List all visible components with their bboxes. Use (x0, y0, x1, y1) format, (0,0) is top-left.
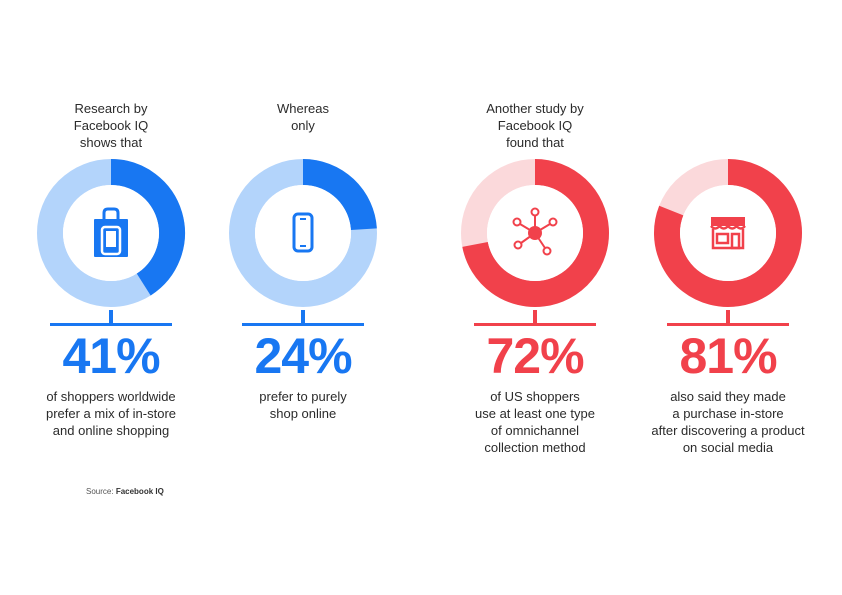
storefront-icon (690, 195, 766, 271)
donut-value-arc (302, 159, 377, 231)
stat-description: of shoppers worldwide prefer a mix of in… (45, 389, 177, 438)
stat-percentage: 24% (254, 328, 352, 384)
stat-intro: Another study by Facebook IQ found that (486, 101, 584, 150)
donut-chart (460, 158, 610, 308)
source-name: Facebook IQ (115, 487, 164, 496)
connector-bar (667, 323, 789, 326)
source-note: Source: Facebook IQ (86, 487, 164, 496)
donut-center (255, 185, 351, 281)
connector-bar (242, 323, 364, 326)
donut-value-arc (654, 159, 802, 307)
stat-intro: Research by Facebook IQ shows that (73, 101, 149, 150)
stat-percentage: 72% (486, 328, 584, 384)
stat-description: of US shoppers use at least one type of … (475, 389, 595, 455)
donut-value-arc (462, 159, 609, 307)
smartphone-icon (265, 195, 341, 271)
donut-chart (653, 158, 803, 308)
connector-bar (50, 323, 172, 326)
network-hub-icon (497, 195, 573, 271)
donut-chart (36, 158, 186, 308)
source-label: Source: (86, 487, 114, 496)
donut-value-arc (110, 159, 185, 296)
shopping-bag-phone-icon (73, 195, 149, 271)
connector-bar (474, 323, 596, 326)
connector-stem (301, 310, 305, 324)
stat-description: also said they made a purchase in-store … (651, 389, 805, 455)
donut-chart (228, 158, 378, 308)
stat-percentage: 81% (679, 328, 777, 384)
connector-stem (533, 310, 537, 324)
stat-description: prefer to purely shop online (259, 389, 347, 421)
connector-stem (109, 310, 113, 324)
stat-percentage: 41% (62, 328, 160, 384)
connector-stem (726, 310, 730, 324)
stat-intro: Whereas only (276, 101, 330, 133)
